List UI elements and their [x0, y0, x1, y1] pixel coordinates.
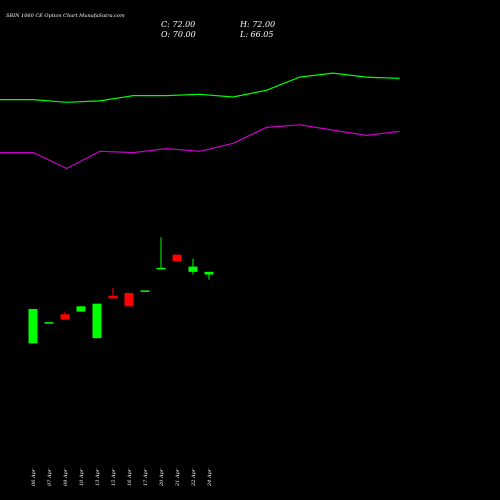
- candle: [140, 290, 150, 292]
- x-tick-label: 13 Apr: [95, 468, 101, 486]
- x-tick-label: 24 Apr: [207, 468, 213, 487]
- candle: [76, 306, 86, 312]
- candle-body: [60, 314, 70, 320]
- candle-body: [188, 266, 198, 272]
- open-label: O: 70.00: [161, 30, 196, 39]
- candle: [124, 293, 134, 307]
- x-tick-label: 22 Apr: [191, 468, 197, 487]
- bands-layer: [0, 72, 400, 170]
- candle: [44, 322, 54, 324]
- candle-body: [28, 308, 38, 344]
- upper-band-line: [0, 72, 400, 103]
- lower-band-line: [0, 124, 400, 170]
- x-tick-label: 20 Apr: [159, 468, 165, 487]
- candle-body: [92, 303, 102, 339]
- x-tick-label: 17 Apr: [143, 468, 149, 486]
- candles-layer: [28, 237, 214, 344]
- x-tick-label: 15 Apr: [111, 468, 117, 486]
- x-axis-labels: 06 Apr 07 Apr 09 Apr 10 Apr 13 Apr 15 Apr 16 A…: [31, 468, 213, 487]
- close-label: C: 72.00: [161, 20, 196, 29]
- x-tick-label: 07 Apr: [47, 468, 53, 486]
- candle-body: [76, 306, 86, 312]
- candle: [28, 308, 38, 344]
- candle: [156, 237, 166, 270]
- candle: [60, 311, 70, 320]
- candle-body: [44, 322, 54, 324]
- candle-body: [140, 290, 150, 292]
- candle-body: [156, 267, 166, 270]
- candle: [188, 258, 198, 275]
- candle: [204, 271, 214, 280]
- low-label: L: 66.05: [240, 30, 274, 39]
- candle-body: [204, 271, 214, 275]
- candle-body: [108, 295, 118, 299]
- candle: [108, 287, 118, 299]
- chart-title: SBIN 1060 CE Option Chart MunafaSutra.co…: [6, 13, 125, 19]
- high-label: H: 72.00: [240, 20, 276, 29]
- x-tick-label: 10 Apr: [79, 468, 85, 486]
- x-tick-label: 21 Apr: [175, 468, 181, 487]
- candle: [172, 254, 182, 262]
- x-tick-label: 06 Apr: [31, 468, 37, 486]
- candle: [92, 303, 102, 339]
- candle-body: [172, 254, 182, 262]
- x-tick-label: 16 Apr: [127, 468, 133, 486]
- x-tick-label: 09 Apr: [63, 468, 69, 486]
- candle-body: [124, 293, 134, 307]
